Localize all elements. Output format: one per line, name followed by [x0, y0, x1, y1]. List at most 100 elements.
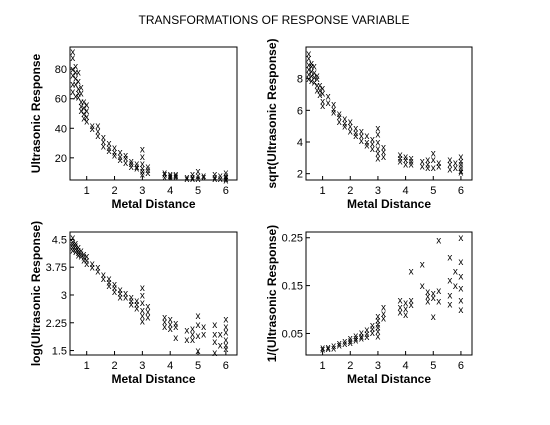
- data-point: x: [173, 318, 178, 329]
- data-point: x: [458, 160, 463, 171]
- data-point: x: [431, 163, 436, 174]
- y-tick-label: 60: [55, 94, 67, 106]
- data-point: x: [431, 312, 436, 323]
- data-point: x: [112, 150, 117, 161]
- data-point: x: [359, 126, 364, 137]
- x-tick-label: 4: [167, 185, 173, 197]
- data-point: x: [196, 331, 201, 342]
- data-point: x: [353, 334, 358, 345]
- data-point: x: [359, 328, 364, 339]
- y-tick-label: 1.5: [52, 346, 67, 358]
- data-point: x: [348, 126, 353, 137]
- data-point: x: [201, 171, 206, 182]
- data-point: x: [447, 299, 452, 310]
- data-point: x: [306, 60, 311, 71]
- data-point: x: [375, 149, 380, 160]
- plot-frame: [69, 46, 238, 181]
- data-point: x: [145, 302, 150, 313]
- data-point: x: [76, 93, 81, 104]
- data-point: x: [431, 293, 436, 304]
- y-tick-label: 80: [55, 64, 67, 76]
- y-axis-label: Ultrasonic Response: [29, 53, 43, 173]
- data-point: x: [112, 147, 117, 158]
- data-point: x: [90, 124, 95, 135]
- data-point: x: [315, 71, 320, 82]
- data-point: x: [123, 158, 128, 169]
- data-point: x: [118, 147, 123, 158]
- data-point: x: [70, 245, 75, 256]
- data-point: x: [106, 146, 111, 157]
- data-point: x: [425, 163, 430, 174]
- data-point: x: [431, 288, 436, 299]
- data-point: x: [331, 343, 336, 354]
- data-point: x: [447, 160, 452, 171]
- chart-panel-1: 1 2 3 4 5 6 20 40 60 80 Metal Distance Ultrasonic R…: [29, 46, 238, 211]
- data-point: x: [106, 143, 111, 154]
- data-point: x: [84, 116, 89, 127]
- data-point: x: [398, 153, 403, 164]
- x-tick-label: 5: [195, 185, 201, 197]
- data-point: x: [317, 81, 322, 92]
- data-point: x: [447, 252, 452, 263]
- data-point: x: [436, 161, 441, 172]
- data-point: x: [95, 263, 100, 274]
- data-point: x: [112, 143, 117, 154]
- data-point: x: [326, 98, 331, 109]
- data-point: x: [223, 344, 228, 355]
- data-point: x: [196, 311, 201, 322]
- data-point: x: [306, 65, 311, 76]
- data-point: x: [403, 298, 408, 309]
- data-point: x: [223, 322, 228, 333]
- data-point: x: [76, 250, 81, 261]
- data-point: x: [320, 343, 325, 354]
- data-point: x: [436, 158, 441, 169]
- data-point: x: [309, 66, 314, 77]
- data-point: x: [73, 239, 78, 250]
- data-point: x: [81, 113, 86, 124]
- data-point: x: [381, 303, 386, 314]
- data-point: x: [370, 324, 375, 335]
- data-point: x: [162, 313, 167, 324]
- data-point: x: [173, 322, 178, 333]
- data-point: x: [348, 117, 353, 128]
- data-point: x: [212, 329, 217, 340]
- data-point: x: [425, 292, 430, 303]
- x-tick-label: 5: [195, 360, 201, 372]
- data-point: x: [168, 315, 173, 326]
- data-point: x: [458, 152, 463, 163]
- data-point: x: [70, 71, 75, 82]
- data-point: x: [70, 47, 75, 58]
- data-point: x: [320, 88, 325, 99]
- data-point: x: [342, 114, 347, 125]
- data-point: x: [84, 106, 89, 117]
- data-point: x: [306, 74, 311, 85]
- x-tick-label: 2: [347, 360, 353, 372]
- data-point: x: [70, 237, 75, 248]
- data-point: x: [223, 335, 228, 346]
- data-point: x: [79, 102, 84, 113]
- data-point: x: [140, 290, 145, 301]
- data-point: x: [84, 100, 89, 111]
- data-point: x: [84, 255, 89, 266]
- data-point: x: [106, 278, 111, 289]
- data-point: x: [425, 287, 430, 298]
- chart-panel-2: 1 2 3 4 5 6 2 4 6 8 Metal Distance sqrt(Ultrasonic …: [265, 38, 473, 211]
- data-point: x: [134, 162, 139, 173]
- data-point: x: [403, 152, 408, 163]
- data-point: x: [326, 342, 331, 353]
- data-point: x: [84, 252, 89, 263]
- data-point: x: [425, 155, 430, 166]
- data-point: x: [364, 138, 369, 149]
- data-point: x: [342, 339, 347, 350]
- data-point: x: [306, 69, 311, 80]
- data-point: x: [90, 259, 95, 270]
- x-tick-label: 4: [167, 360, 173, 372]
- data-point: x: [403, 155, 408, 166]
- data-point: x: [370, 320, 375, 331]
- data-point: x: [375, 312, 380, 323]
- x-tick-label: 1: [320, 185, 326, 197]
- data-point: x: [196, 346, 201, 357]
- data-point: x: [196, 320, 201, 331]
- data-point: x: [134, 296, 139, 307]
- data-point: x: [79, 252, 84, 263]
